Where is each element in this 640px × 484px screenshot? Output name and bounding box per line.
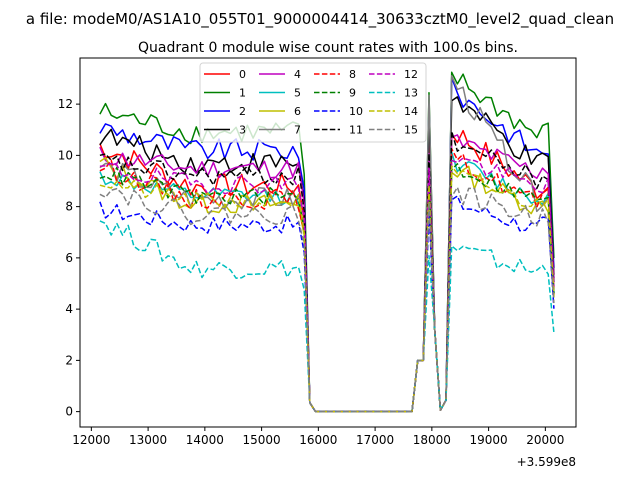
legend-label-9: 9 — [349, 87, 356, 100]
legend-label-10: 10 — [349, 105, 363, 118]
x-tick-label: 17000 — [356, 433, 394, 447]
x-tick-label: 18000 — [413, 433, 451, 447]
legend-label-15: 15 — [404, 124, 418, 137]
legend-label-13: 13 — [404, 87, 418, 100]
x-tick-label: 19000 — [470, 433, 508, 447]
x-tick-label: 13000 — [129, 433, 167, 447]
legend-label-11: 11 — [349, 124, 363, 137]
legend-label-12: 12 — [404, 68, 418, 81]
y-tick-label: 2 — [65, 353, 73, 367]
legend-label-1: 1 — [239, 87, 246, 100]
legend-frame — [199, 62, 427, 143]
y-tick-label: 12 — [58, 97, 73, 111]
x-tick-label: 16000 — [299, 433, 337, 447]
legend-label-5: 5 — [294, 87, 301, 100]
y-tick-label: 0 — [65, 405, 73, 419]
legend-label-6: 6 — [294, 105, 301, 118]
x-tick-label: 15000 — [243, 433, 281, 447]
y-tick-label: 8 — [65, 200, 73, 214]
y-tick-label: 6 — [65, 251, 73, 265]
series-line-13 — [99, 220, 555, 413]
series-layer — [99, 71, 555, 413]
legend-label-2: 2 — [239, 105, 246, 118]
legend-label-0: 0 — [239, 68, 246, 81]
x-tick-label: 14000 — [186, 433, 224, 447]
plot-frame — [79, 57, 577, 428]
series-line-14 — [99, 165, 555, 413]
legend-label-3: 3 — [239, 124, 246, 137]
y-tick-label: 10 — [58, 148, 73, 162]
x-tick-label: 20000 — [526, 433, 564, 447]
figure-suptitle: a file: modeM0/AS1A10_055T01_9000004414_… — [26, 10, 614, 29]
x-tick-label: 12000 — [72, 433, 110, 447]
y-tick-label: 4 — [65, 302, 73, 316]
chart-title: Quadrant 0 module wise count rates with … — [138, 40, 518, 56]
legend-label-7: 7 — [294, 124, 301, 137]
x-offset-label: +3.599e8 — [517, 455, 576, 469]
legend-label-4: 4 — [294, 68, 301, 81]
legend-label-8: 8 — [349, 68, 356, 81]
axis-layer: 12000 13000 14000 15000 16000 17000 18000 19000… — [58, 97, 565, 447]
legend-label-14: 14 — [404, 105, 418, 118]
